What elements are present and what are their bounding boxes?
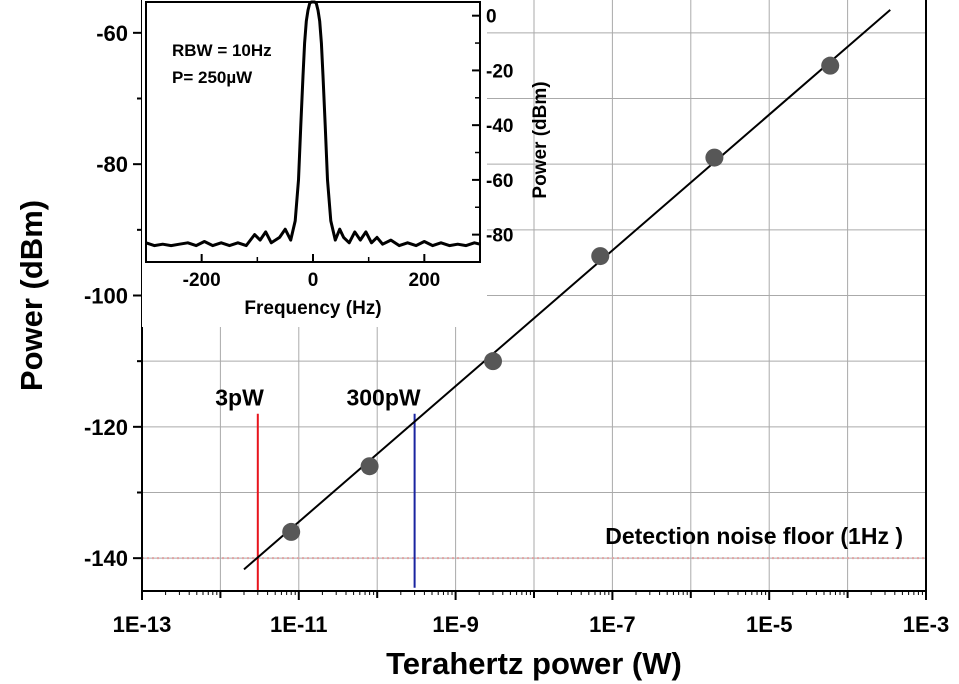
data-point bbox=[484, 352, 503, 371]
inset-y-tick-label: -60 bbox=[486, 171, 513, 192]
y-tick-label: -120 bbox=[84, 415, 128, 440]
y-tick-label: -140 bbox=[84, 546, 128, 571]
data-point bbox=[360, 457, 379, 476]
data-point bbox=[282, 522, 301, 541]
y-axis-label: Power (dBm) bbox=[14, 200, 49, 391]
main-tick-labels-group: 1E-13 1E-11 1E-9 1E-7 1E-5 1E-3 -60 -80 -100 -120… bbox=[84, 21, 949, 637]
y-tick-label: -80 bbox=[96, 152, 128, 177]
inset-x-tick-label: -200 bbox=[183, 270, 221, 291]
power-markers-group bbox=[256, 413, 416, 591]
main-ticks-group bbox=[133, 31, 927, 600]
x-axis-label: Terahertz power (W) bbox=[386, 646, 682, 681]
inset-y-tick-label: -20 bbox=[486, 61, 513, 82]
x-tick-label: 1E-11 bbox=[270, 612, 328, 637]
data-point bbox=[705, 148, 724, 167]
y-tick-label: -60 bbox=[96, 21, 128, 46]
noise-floor-label: Detection noise floor (1Hz ) bbox=[605, 523, 903, 549]
marker-label-3pw: 3pW bbox=[215, 385, 264, 411]
inset-x-axis-label: Frequency (Hz) bbox=[244, 298, 381, 319]
fit-line-group bbox=[243, 9, 891, 571]
inset-ticks-group bbox=[145, 14, 481, 262]
fit-line bbox=[243, 9, 891, 571]
inset-y-tick-label: -40 bbox=[486, 116, 513, 137]
inset-y-tick-label: 0 bbox=[486, 7, 497, 28]
inset-y-axis-label: Power (dBm) bbox=[530, 81, 551, 198]
x-tick-label: 1E-9 bbox=[432, 612, 478, 637]
x-tick-label: 1E-3 bbox=[903, 612, 949, 637]
x-tick-label: 1E-13 bbox=[113, 612, 172, 637]
inset-spectrum: -200 0 200 0 -20 -40 -60 -80 Frequency (Hz) Pow… bbox=[142, 0, 551, 327]
inset-tick-labels-group: -200 0 200 0 -20 -40 -60 -80 bbox=[183, 7, 514, 291]
x-tick-label: 1E-7 bbox=[589, 612, 635, 637]
inset-x-tick-label: 200 bbox=[408, 270, 440, 291]
inset-annotation-power: P= 250µW bbox=[172, 68, 253, 87]
marker-label-300pw: 300pW bbox=[346, 385, 420, 411]
data-point bbox=[821, 56, 840, 75]
data-points-group bbox=[282, 56, 840, 541]
x-tick-label: 1E-5 bbox=[746, 612, 792, 637]
inset-x-tick-label: 0 bbox=[308, 270, 319, 291]
y-tick-label: -100 bbox=[84, 284, 128, 309]
inset-y-tick-label: -80 bbox=[486, 226, 513, 247]
inset-background bbox=[142, 0, 487, 327]
data-point bbox=[591, 247, 610, 266]
inset-annotation-rbw: RBW = 10Hz bbox=[172, 41, 272, 60]
